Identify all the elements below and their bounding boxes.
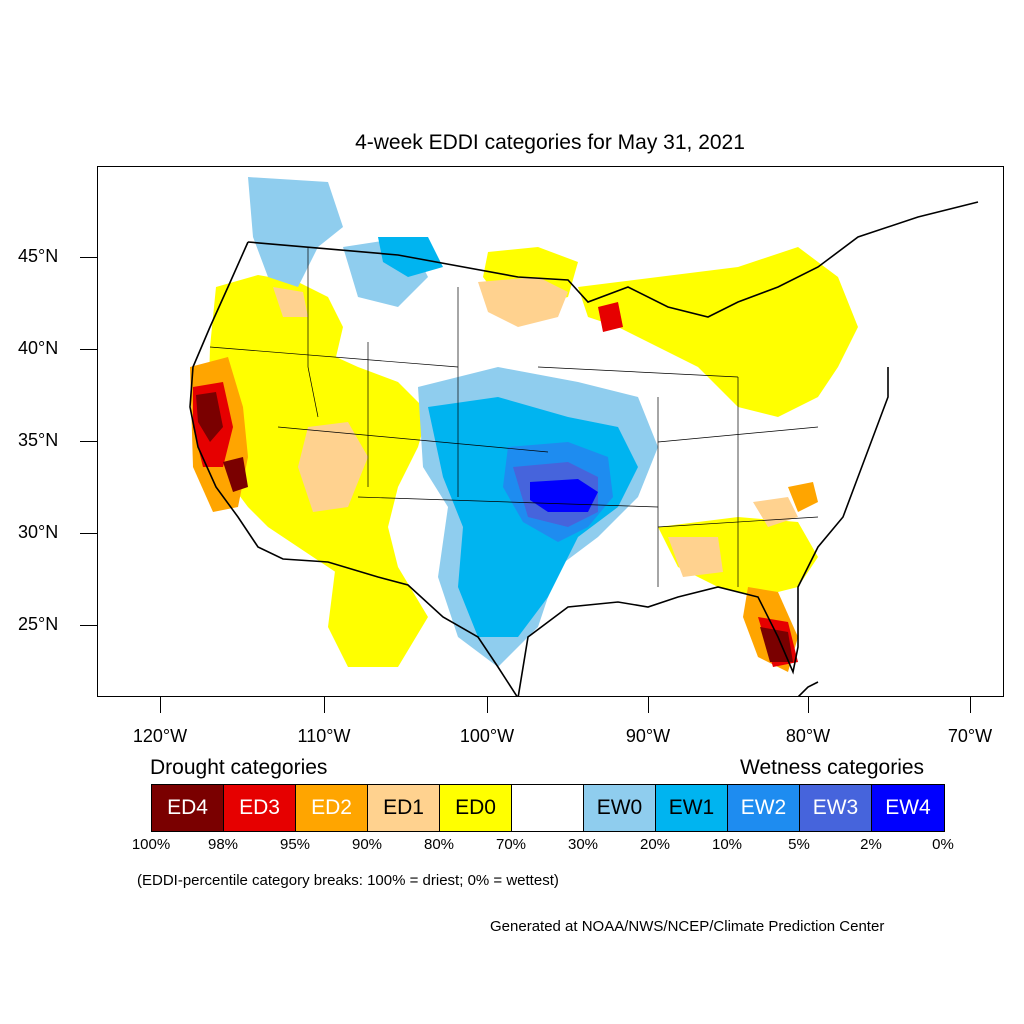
lat-label-35: 35°N [18,430,59,450]
category-note: (EDDI-percentile category breaks: 100% =… [137,872,559,889]
legend-swatch-ew1: EW1 [656,785,728,831]
percentile-label: 90% [351,836,383,853]
lat-tick [80,533,97,534]
lon-label-120: 120°W [132,726,188,746]
legend-swatch-ew4: EW4 [872,785,944,831]
legend-swatch-ed4: ED4 [152,785,224,831]
percentile-label: 20% [639,836,671,853]
lon-tick [808,697,809,713]
lon-tick [160,697,161,713]
legend-swatch-ew3: EW3 [800,785,872,831]
percentile-label: 80% [423,836,455,853]
percentile-label: 70% [495,836,527,853]
legend-swatch-ed0: ED0 [440,785,512,831]
lon-label-110: 110°W [297,726,351,746]
legend-swatch-normal [512,785,584,831]
lat-label-45: 45°N [18,246,59,266]
legend-swatch-ed3: ED3 [224,785,296,831]
percentile-label: 98% [207,836,239,853]
lon-tick [324,697,325,713]
lon-label-70: 70°W [947,726,993,746]
legend-swatch-ed2: ED2 [296,785,368,831]
wetness-heading: Wetness categories [740,756,925,779]
credit-line: Generated at NOAA/NWS/NCEP/Climate Predi… [490,918,885,935]
legend-swatch-ew2: EW2 [728,785,800,831]
lat-tick [80,349,97,350]
lat-tick [80,257,97,258]
lon-label-90: 90°W [625,726,671,746]
map-title: 4-week EDDI categories for May 31, 2021 [355,131,745,154]
percentile-label: 30% [567,836,599,853]
lon-tick [970,697,971,713]
category-legend: ED4 ED3 ED2 ED1 ED0 EW0 EW1 EW2 EW3 EW4 [151,784,945,832]
legend-swatch-ew0: EW0 [584,785,656,831]
boundaries [189,201,979,696]
percentile-label: 2% [860,836,882,853]
lon-tick [648,697,649,713]
conus-eddi-map [189,177,979,696]
percentile-label: 10% [711,836,743,853]
lat-label-25: 25°N [18,614,59,634]
lat-tick [80,625,97,626]
ew4-regions [530,479,598,512]
lat-tick [80,441,97,442]
percentile-label: 100% [131,836,171,853]
lat-label-40: 40°N [18,338,59,358]
percentile-label: 95% [279,836,311,853]
lon-label-80: 80°W [785,726,831,746]
legend-swatch-ed1: ED1 [368,785,440,831]
lon-tick [487,697,488,713]
ed1-regions [273,277,798,577]
lat-label-30: 30°N [18,522,59,542]
percentile-label: 0% [932,836,954,853]
map-frame [97,166,1004,697]
drought-heading: Drought categories [150,756,328,779]
state-lines [209,247,819,587]
percentile-label: 5% [788,836,810,853]
lon-label-100: 100°W [459,726,515,746]
